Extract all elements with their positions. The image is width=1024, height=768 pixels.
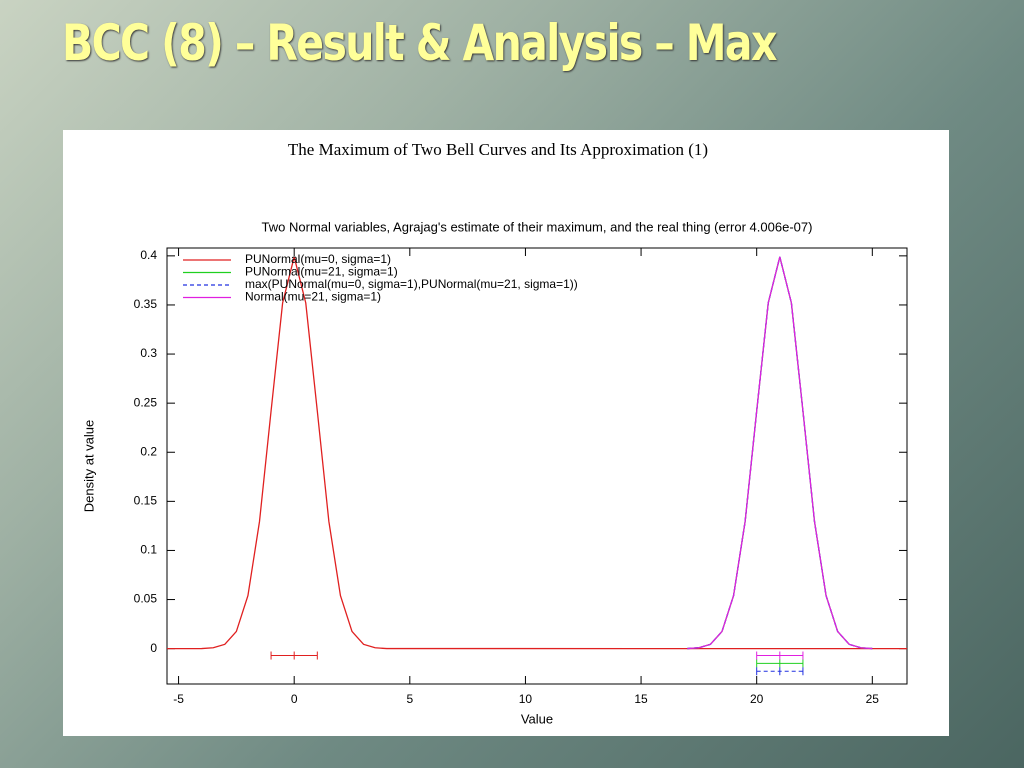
y-tick-label: 0.05 xyxy=(134,592,158,606)
legend-label: Normal(mu=21, sigma=1) xyxy=(245,290,381,304)
x-tick-label: 10 xyxy=(519,692,533,706)
series-line xyxy=(687,256,873,650)
x-tick-label: 25 xyxy=(866,692,880,706)
chart-background xyxy=(63,130,949,736)
chart-subtitle: Two Normal variables, Agrajag's estimate… xyxy=(262,219,813,234)
y-axis-label: Density at value xyxy=(81,420,96,513)
y-tick-label: 0.15 xyxy=(134,494,158,508)
y-tick-label: 0.3 xyxy=(140,346,157,360)
chart-title: The Maximum of Two Bell Curves and Its A… xyxy=(288,140,708,159)
y-tick-label: 0.2 xyxy=(140,444,157,458)
x-tick-label: 5 xyxy=(406,692,413,706)
y-tick-label: 0.25 xyxy=(134,395,158,409)
x-axis-label: Value xyxy=(521,711,553,726)
x-tick-label: 20 xyxy=(750,692,764,706)
legend-label: PUNormal(mu=0, sigma=1) xyxy=(245,252,391,266)
legend-label: max(PUNormal(mu=0, sigma=1),PUNormal(mu=… xyxy=(245,277,578,291)
x-tick-label: -5 xyxy=(173,692,184,706)
y-tick-label: 0.4 xyxy=(140,248,157,262)
legend-label: PUNormal(mu=21, sigma=1) xyxy=(245,265,398,279)
x-tick-label: 0 xyxy=(291,692,298,706)
slide-title: BCC (8) – Result & Analysis – Max xyxy=(62,14,777,72)
y-tick-label: 0.35 xyxy=(134,297,158,311)
series-line xyxy=(166,256,908,650)
y-tick-label: 0 xyxy=(150,641,157,655)
plot-frame xyxy=(166,247,908,685)
y-tick-label: 0.1 xyxy=(140,543,157,557)
x-tick-label: 15 xyxy=(634,692,648,706)
